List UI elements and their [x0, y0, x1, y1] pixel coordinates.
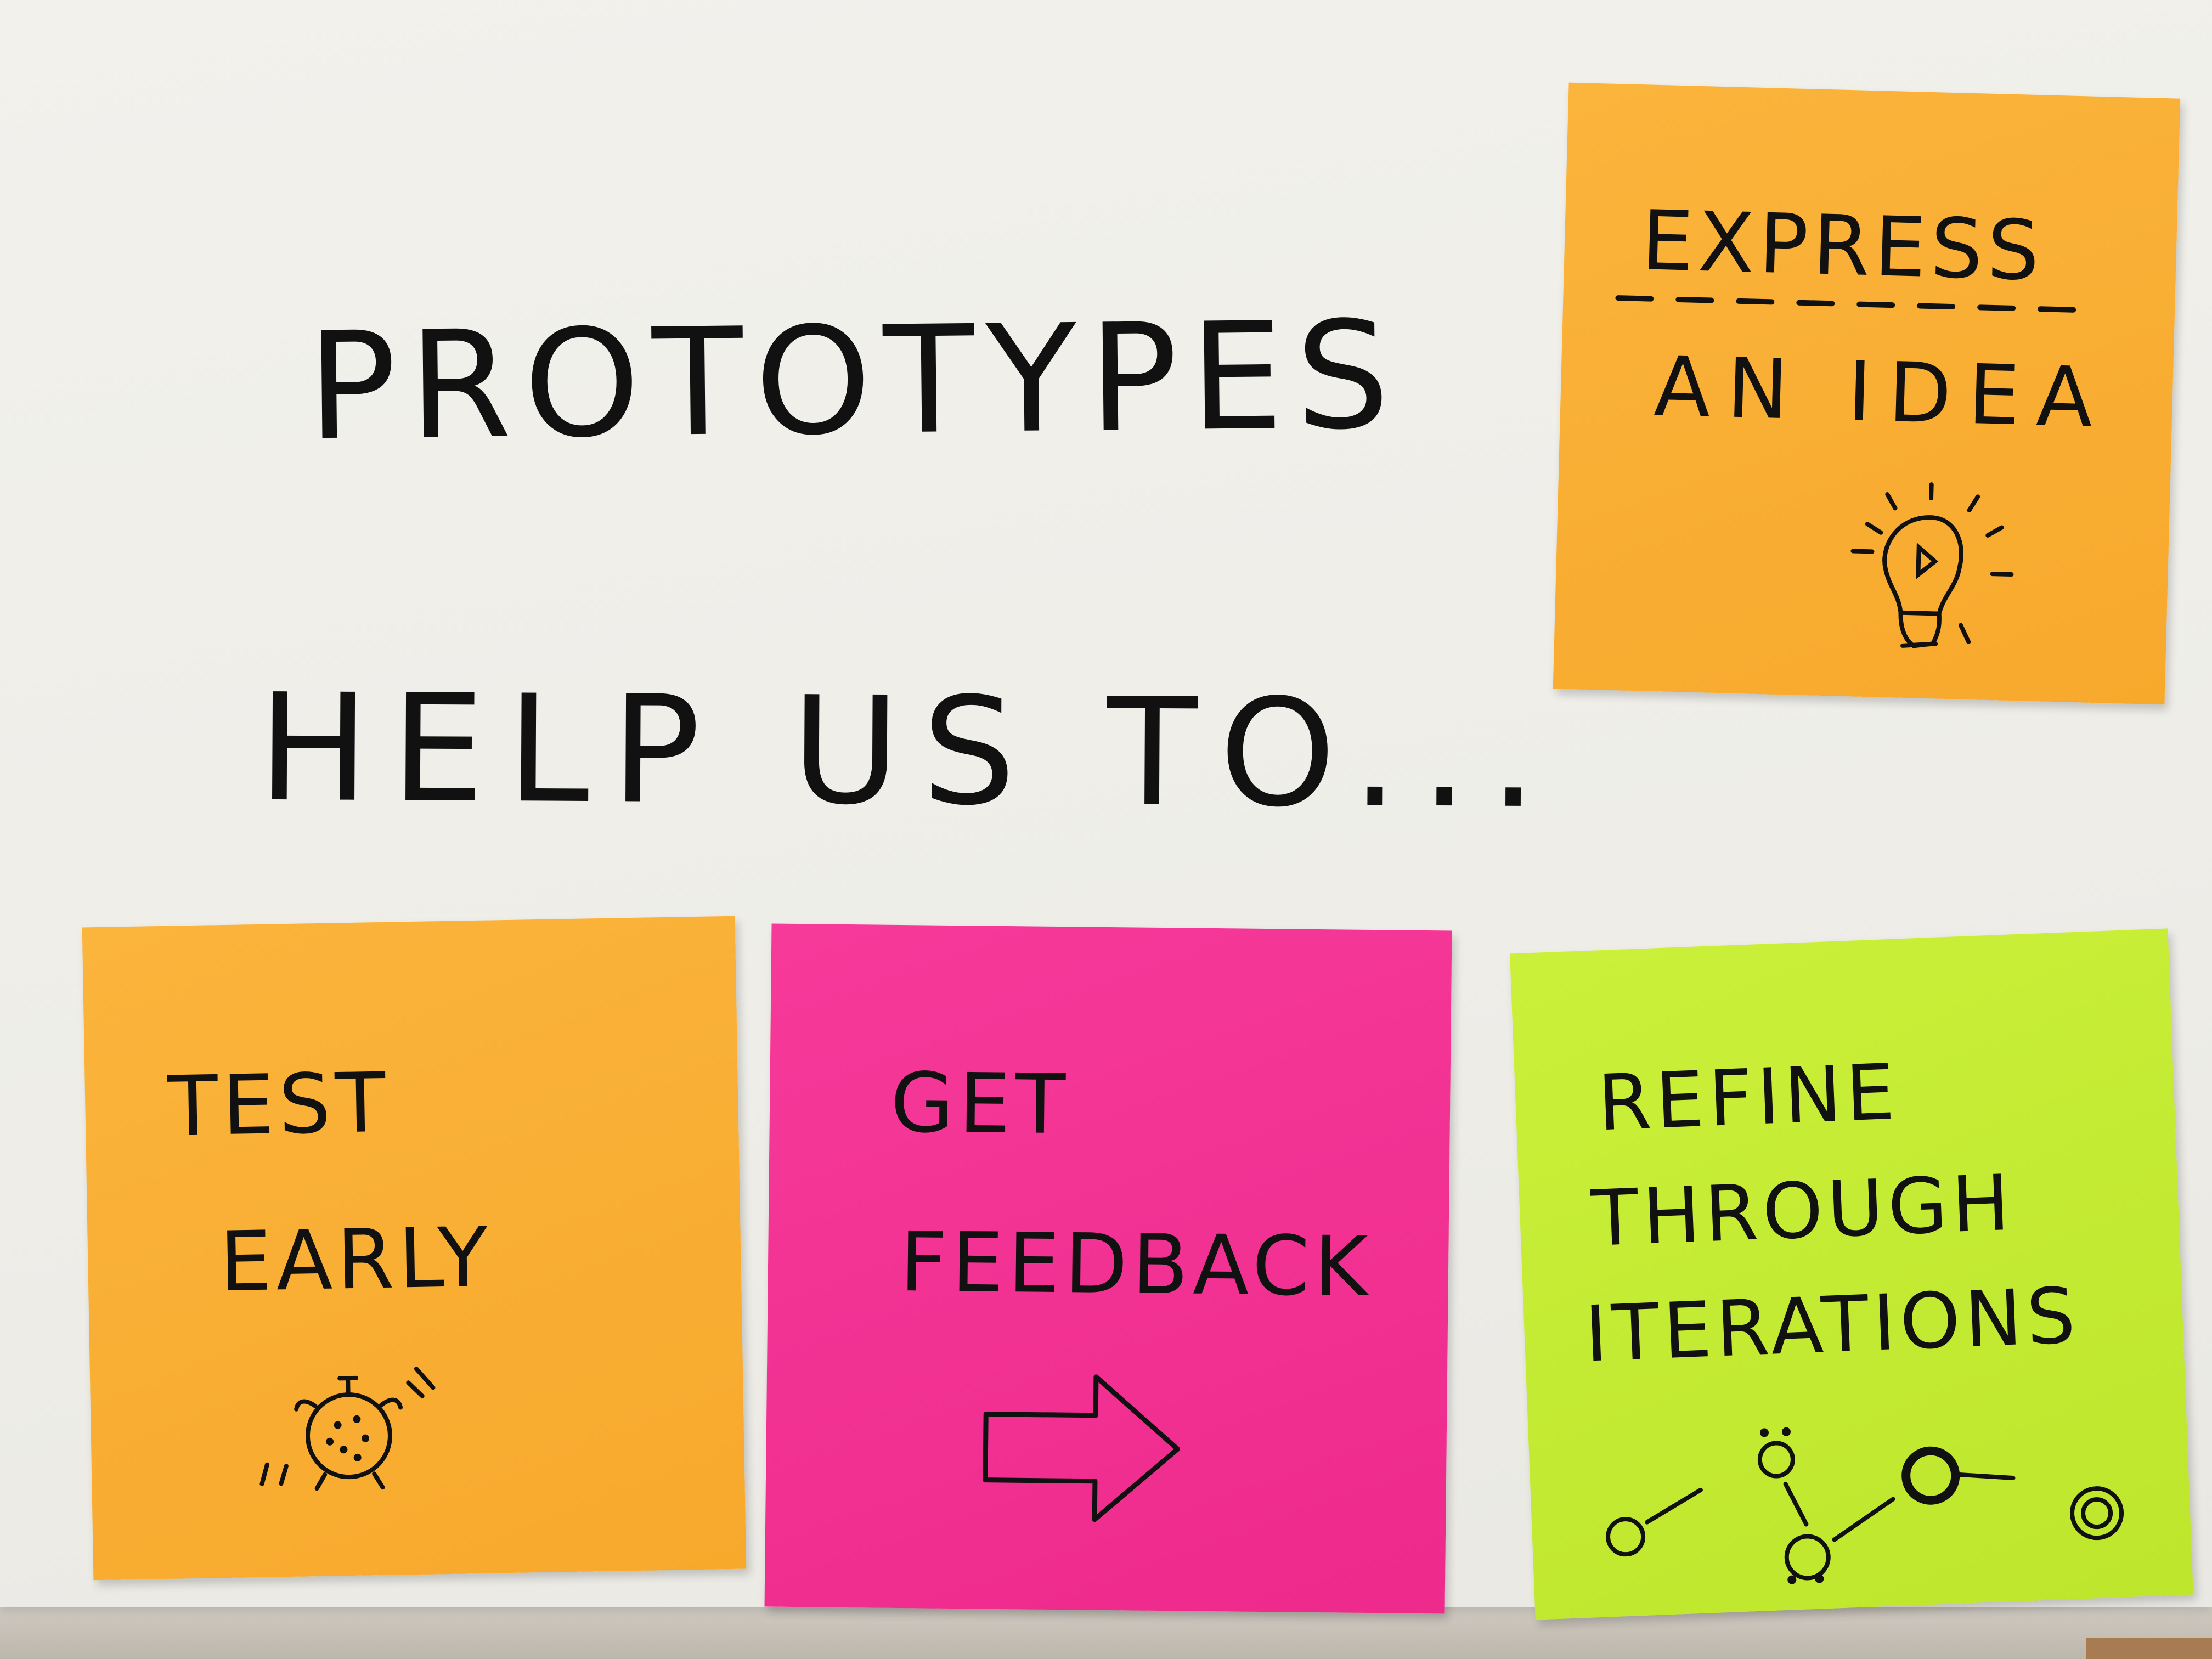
sticky-note-refine-iterations: REFINE THROUGH ITERATIONS: [1510, 928, 2193, 1620]
sticky-note-get-feedback: GET FEEDBACK: [764, 923, 1452, 1614]
headline-help-us-to: HELP US TO...: [257, 661, 1560, 842]
note-line-early: EARLY: [218, 1210, 493, 1311]
note-line-test: TEST: [166, 1055, 391, 1155]
floor: [0, 1607, 2212, 1659]
headline-prototypes: PROTOTYPES: [306, 289, 1403, 473]
alarm-clock-icon: [259, 1366, 436, 1491]
sticky-note-test-early: TEST EARLY: [82, 916, 747, 1581]
dashed-underline: [1615, 295, 2104, 314]
note-line-get: GET: [890, 1055, 1070, 1153]
wood-strip: [2086, 1638, 2212, 1659]
note-line-iterations: ITERATIONS: [1583, 1271, 2081, 1380]
lightbulb-icon: [1850, 482, 2014, 648]
note-line-refine: REFINE: [1596, 1047, 1901, 1149]
note-line-an-idea: AN IDEA: [1652, 338, 2111, 447]
note-line-express: EXPRESS: [1640, 193, 2045, 300]
arrow-right-icon: [983, 1374, 1181, 1522]
sticky-note-express-idea: EXPRESS AN IDEA: [1553, 82, 2181, 705]
iteration-path-icon: [1606, 1427, 2124, 1584]
note-line-feedback: FEEDBACK: [899, 1215, 1373, 1316]
note-line-through: THROUGH: [1589, 1158, 2016, 1265]
